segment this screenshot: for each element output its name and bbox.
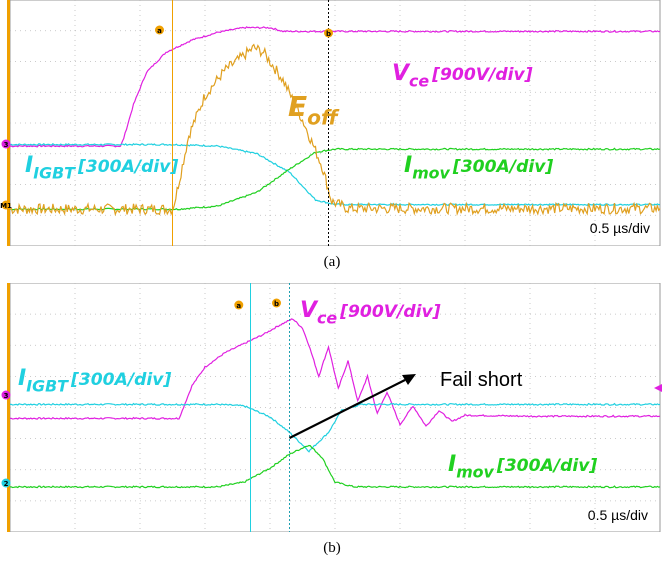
series-label-igbt: IIGBT [300A/div] [25,153,178,183]
trace-off [9,43,661,217]
trace-mov [9,147,661,211]
channel-3-marker-text: 3 [4,141,9,149]
trace-ce [9,26,661,148]
series-label-mov: Imov [300A/div] [404,153,553,183]
series-label-ce: Vce [900V/div] [392,61,533,91]
trace-ce [9,318,661,427]
channel-m1-marker-text: M1 [0,202,12,210]
channel-3-marker-dot [1,390,11,400]
trace-igbt [9,402,661,453]
label-sub: mov [456,463,494,482]
series-label-mov: Imov [300A/div] [448,452,597,482]
channel-strip [7,0,10,246]
channel-2-marker-dot [1,478,11,488]
label-sub: IGBT [33,164,76,183]
label-main: I [25,153,33,178]
cursor-b-marker-text: b [326,30,331,38]
label-main: I [18,366,26,391]
channel-m1-marker: M1 [0,200,12,210]
scope-panel-b: a b 3 2 Vce [900V/div] IIGBT [300A/div] Imov [300… [0,283,664,532]
series-label-igbt: IIGBT [300A/div] [18,366,171,396]
channel-3-marker-text: 3 [4,392,9,400]
label-scale: [900V/div] [339,302,441,322]
cursor-a-marker-text: a [157,27,162,35]
label-main: E [288,90,307,123]
series-label-ce: Vce [900V/div] [300,298,441,328]
series-label-off: Eoff [288,90,340,129]
channel-3-marker: 3 [1,390,11,400]
cursor-b-marker: b [324,28,333,38]
label-sub: ce [409,72,429,91]
caption-a: (a) [323,254,341,270]
caption-b: (b) [323,540,341,556]
cursor-b-marker: b [272,298,281,308]
label-scale: [300A/div] [496,456,598,476]
cursor-a-marker: a [155,25,164,35]
timebase-label: 0.5 µs/div [590,220,650,236]
annotation-arrow-shaft [289,379,406,439]
cursor-b-marker-dot [272,298,281,308]
cursor-b-marker-text: b [274,300,279,308]
label-main: V [392,61,411,86]
channel-2-marker-text: 2 [4,480,9,488]
channel-strip [7,283,10,532]
cursor-a-marker-text: a [236,302,241,310]
label-main: V [300,298,319,323]
label-scale: [300A/div] [70,370,172,390]
channel-m1-marker-dot [1,200,11,210]
cursor-b-marker-dot [324,28,333,38]
label-sub: IGBT [26,377,69,396]
cursor-a-marker-dot [155,25,164,35]
annotation-fail-short: Fail short [440,369,523,391]
label-sub: ce [317,309,337,328]
label-main: I [448,452,456,477]
label-sub: mov [412,164,450,183]
cursor-a-marker-dot [234,300,244,310]
cursor-a-marker: a [234,300,244,310]
label-scale: [900V/div] [431,65,533,85]
label-main: I [404,153,412,178]
channel-2-marker: 2 [1,478,11,488]
channel-3-marker-dot [1,139,11,149]
scope-panel-a: a b 3 M1 Vce [900V/div] IIGBT [300A/div] Imov [30… [0,0,664,246]
label-sub: off [307,105,340,129]
annotation-arrow-head [402,374,416,385]
channel-3-marker: 3 [1,139,11,149]
trace-mov [9,444,661,489]
timebase-label: 0.5 µs/div [588,507,648,523]
label-scale: [300A/div] [452,157,554,177]
label-scale: [300A/div] [77,157,179,177]
right-edge-marker [654,384,662,392]
